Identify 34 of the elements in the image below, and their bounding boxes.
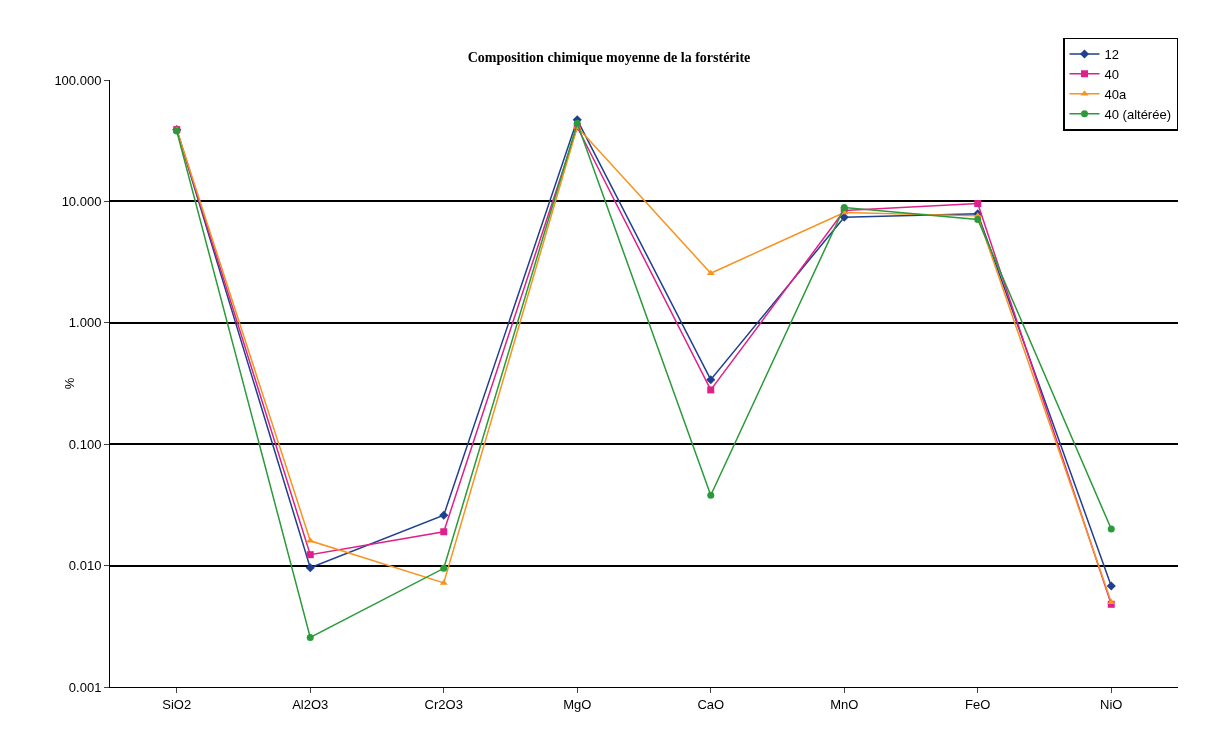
x-tick-label: Cr2O3 [424,696,463,712]
x-tick-label: MgO [563,696,592,712]
point [974,200,982,208]
point [1106,581,1116,591]
point [573,119,581,127]
legend-label: 40 (altérée) [1104,106,1171,122]
point [707,386,715,394]
point [706,375,716,385]
point [439,510,449,520]
chart-title: Composition chimique moyenne de la forstérite [467,50,751,66]
point [974,215,982,223]
y-tick-label: 1.000 [68,315,102,331]
y-tick-label: 0.001 [68,679,102,695]
y-tick-label: 0.100 [68,436,102,452]
point [306,551,314,559]
x-tick-label: NiO [1100,696,1123,712]
point [440,564,448,572]
x-tick-label: Al2O3 [292,696,329,712]
point [1107,525,1115,533]
y-tick-label: 10.000 [61,193,102,209]
point [306,633,314,641]
x-tick-label: SiO2 [162,696,192,712]
legend-label: 40a [1104,86,1127,102]
legend-label: 40 [1104,66,1119,82]
legend-label: 12 [1104,47,1119,63]
y-tick-label: 0.010 [68,558,102,574]
y-axis-title: % [62,377,77,390]
point [707,491,715,499]
x-tick-label: FeO [965,696,991,712]
x-tick-label: CaO [697,696,725,712]
point [440,528,448,536]
point [305,563,315,573]
x-tick-label: MnO [830,696,859,712]
y-tick-label: 100.000 [54,72,102,88]
